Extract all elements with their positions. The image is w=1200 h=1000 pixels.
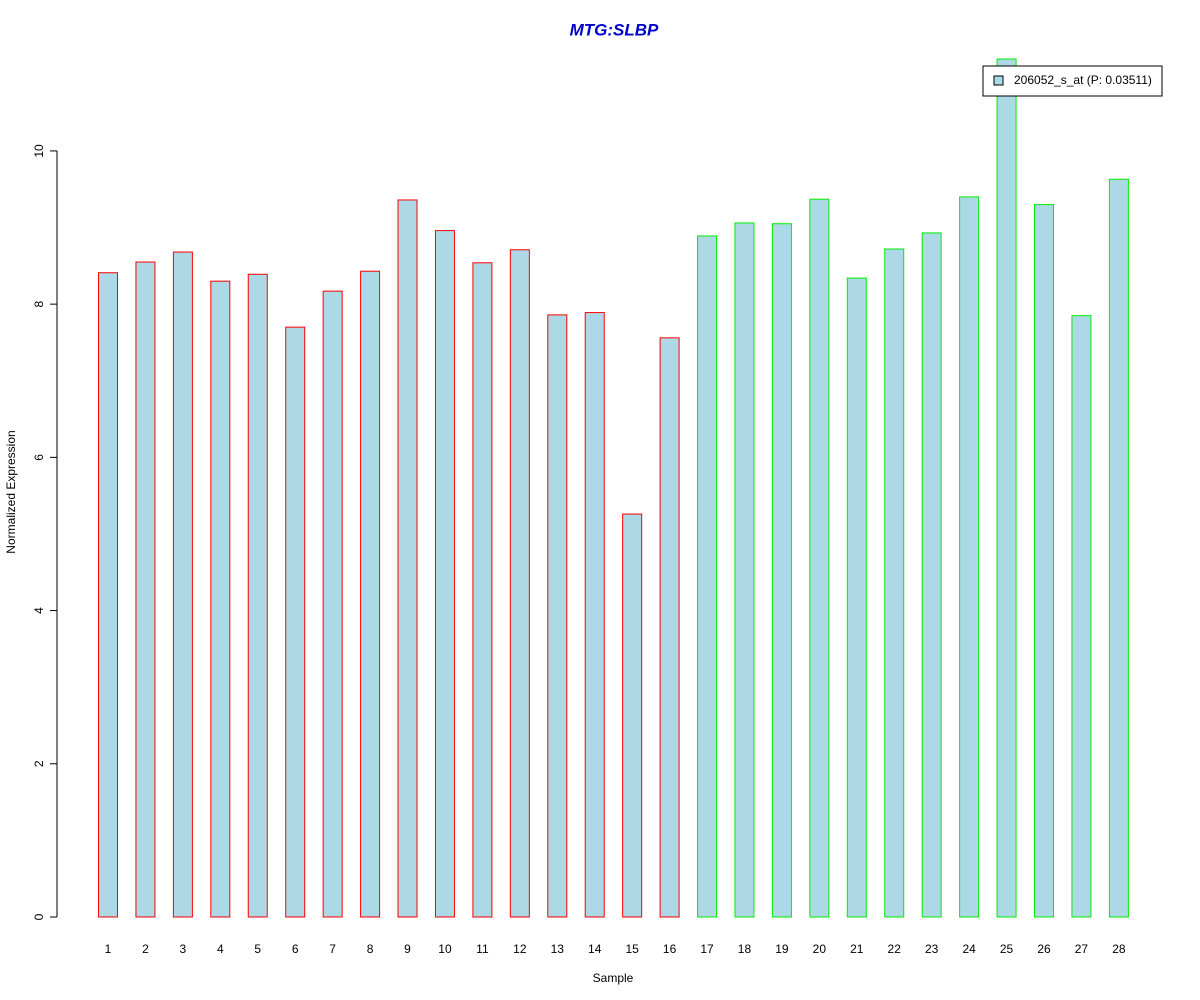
- bar: [472, 262, 493, 918]
- bar: [397, 199, 418, 918]
- bar: [921, 232, 942, 918]
- y-tick-label: 10: [32, 144, 46, 158]
- x-tick-label: 4: [217, 942, 224, 956]
- x-axis-label: Sample: [593, 971, 634, 985]
- x-tick-label: 6: [292, 942, 299, 956]
- y-tick-label: 8: [32, 300, 46, 307]
- legend-label: 206052_s_at (P: 0.03511): [1014, 73, 1152, 87]
- bar: [809, 198, 830, 918]
- bar: [434, 230, 455, 918]
- x-tick-label: 16: [663, 942, 677, 956]
- x-tick-label: 12: [513, 942, 527, 956]
- x-tick-label: 15: [625, 942, 639, 956]
- bar: [1034, 204, 1054, 918]
- x-tick-label: 21: [850, 942, 864, 956]
- y-axis-label: Normalized Expression: [4, 430, 18, 553]
- y-tick-label: 6: [32, 454, 46, 461]
- x-tick-label: 26: [1037, 942, 1051, 956]
- x-tick-label: 2: [142, 942, 149, 956]
- x-tick-label: 7: [329, 942, 336, 956]
- x-tick-label: 19: [775, 942, 789, 956]
- x-tick-label: 24: [962, 942, 976, 956]
- bar: [210, 280, 231, 918]
- x-tick-label: 17: [700, 942, 714, 956]
- bar: [360, 270, 381, 918]
- x-tick-label: 11: [476, 942, 489, 956]
- bar: [135, 261, 156, 918]
- bar: [622, 513, 643, 918]
- x-tick-label: 14: [588, 942, 602, 956]
- bar: [996, 58, 1017, 918]
- bar: [509, 249, 530, 918]
- x-tick-label: 27: [1075, 942, 1089, 956]
- x-tick-label: 8: [367, 942, 374, 956]
- bar: [322, 290, 343, 918]
- x-tick-label: 3: [180, 942, 187, 956]
- bar: [959, 196, 980, 918]
- x-tick-label: 23: [925, 942, 939, 956]
- x-tick-label: 28: [1112, 942, 1126, 956]
- chart-title: MTG:SLBP: [570, 20, 659, 39]
- bar: [734, 222, 755, 918]
- x-tick-label: 10: [438, 942, 452, 956]
- y-tick-label: 0: [32, 913, 46, 920]
- x-tick-label: 1: [105, 942, 112, 956]
- legend-swatch: [993, 75, 1004, 86]
- x-tick-label: 18: [738, 942, 752, 956]
- y-tick-label: 2: [32, 760, 46, 767]
- bar: [98, 272, 118, 918]
- x-tick-label: 22: [888, 942, 902, 956]
- bar: [697, 235, 718, 918]
- legend-box: [982, 65, 1163, 97]
- bar: [584, 312, 605, 918]
- x-tick-label: 20: [813, 942, 827, 956]
- x-tick-label: 13: [551, 942, 565, 956]
- bar: [172, 251, 193, 918]
- bar: [1108, 178, 1129, 918]
- bar: [1071, 315, 1092, 918]
- bar: [771, 223, 792, 918]
- x-tick-label: 5: [254, 942, 261, 956]
- x-tick-label: 9: [404, 942, 411, 956]
- bar: [547, 314, 568, 918]
- bar: [846, 277, 867, 918]
- y-tick-label: 4: [32, 607, 46, 614]
- bar: [247, 273, 268, 918]
- bar: [285, 326, 306, 918]
- x-tick-label: 25: [1000, 942, 1014, 956]
- bar: [884, 248, 905, 918]
- bar: [659, 337, 680, 918]
